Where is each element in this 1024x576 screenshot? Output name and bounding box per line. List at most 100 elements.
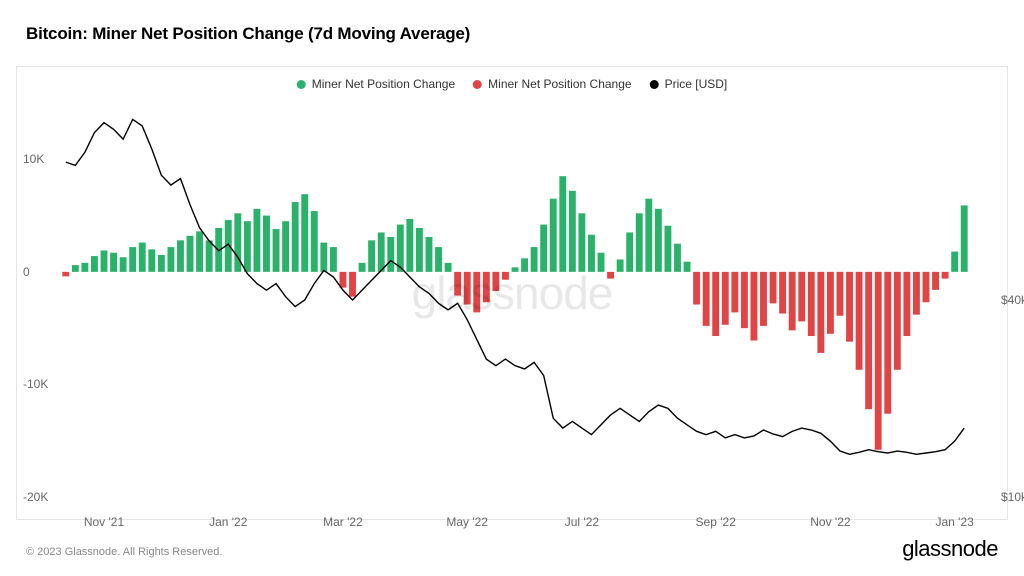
bar xyxy=(416,228,423,272)
bar xyxy=(340,272,347,288)
y-left-tick: 10K xyxy=(23,152,44,166)
bar xyxy=(712,272,719,336)
x-tick: Jan '22 xyxy=(209,515,247,529)
bar xyxy=(244,221,251,272)
bar xyxy=(731,272,738,313)
bar xyxy=(473,272,480,313)
bar xyxy=(645,199,652,272)
bar xyxy=(961,205,968,271)
bar xyxy=(234,213,241,272)
bar xyxy=(464,272,471,305)
x-tick: Sep '22 xyxy=(696,515,736,529)
brand-logo: glassnode xyxy=(902,536,998,562)
bar xyxy=(779,272,786,314)
plot-area: Miner Net Position Change Miner Net Posi… xyxy=(16,66,1008,520)
bar xyxy=(177,240,184,272)
bar xyxy=(655,209,662,272)
bar xyxy=(607,272,614,279)
bar xyxy=(282,221,289,272)
bar xyxy=(196,231,203,272)
bar xyxy=(703,272,710,326)
bar xyxy=(206,240,213,272)
bar xyxy=(492,272,499,291)
bar xyxy=(273,229,280,272)
bar xyxy=(569,191,576,272)
bar xyxy=(512,267,519,272)
x-tick: Nov '22 xyxy=(810,515,850,529)
bar xyxy=(167,247,174,272)
y-left-tick: 0 xyxy=(23,265,30,279)
bar xyxy=(837,272,844,316)
bar xyxy=(320,243,327,272)
bar xyxy=(951,252,958,272)
bar xyxy=(674,244,681,272)
bar xyxy=(741,272,748,328)
bar xyxy=(617,259,624,271)
bar xyxy=(913,272,920,315)
bar xyxy=(817,272,824,353)
bar xyxy=(254,209,261,272)
chart-title: Bitcoin: Miner Net Position Change (7d M… xyxy=(26,24,470,44)
bar xyxy=(406,219,413,272)
bar xyxy=(578,213,585,272)
bar xyxy=(187,236,194,272)
bar xyxy=(722,272,729,325)
bar xyxy=(760,272,767,326)
bar xyxy=(693,272,700,305)
bar xyxy=(875,272,882,450)
bar xyxy=(263,216,270,272)
x-tick: Jan '23 xyxy=(935,515,973,529)
bar xyxy=(903,272,910,336)
bar xyxy=(598,253,605,272)
bar xyxy=(139,243,146,272)
bar xyxy=(81,263,88,272)
bar xyxy=(540,225,547,272)
bar xyxy=(550,199,557,272)
y-right-tick: $10k xyxy=(1001,490,1024,504)
bar xyxy=(301,194,308,272)
bar xyxy=(91,256,98,272)
bar xyxy=(531,247,538,272)
bar xyxy=(483,272,490,302)
bar xyxy=(72,265,79,272)
bar xyxy=(368,240,375,272)
bar xyxy=(808,272,815,336)
bar xyxy=(751,272,758,341)
bar xyxy=(789,272,796,331)
bar xyxy=(120,257,127,272)
y-left-tick: -10K xyxy=(23,377,48,391)
y-right-tick: $40k xyxy=(1001,293,1024,307)
bar xyxy=(626,232,633,271)
bar xyxy=(636,213,643,272)
bar xyxy=(292,202,299,272)
bar xyxy=(942,272,949,279)
bar xyxy=(932,272,939,290)
bar xyxy=(426,237,433,272)
bar xyxy=(521,258,528,272)
bar xyxy=(62,272,69,277)
bar xyxy=(770,272,777,304)
bar xyxy=(110,253,117,272)
bar xyxy=(894,272,901,370)
bar xyxy=(559,176,566,272)
bar xyxy=(846,272,853,342)
bar xyxy=(884,272,891,414)
bar xyxy=(158,255,165,272)
x-tick: Jul '22 xyxy=(565,515,599,529)
bar xyxy=(445,263,452,272)
copyright: © 2023 Glassnode. All Rights Reserved. xyxy=(26,546,222,558)
bar xyxy=(798,272,805,322)
bar xyxy=(923,272,930,302)
bar xyxy=(454,272,461,296)
bar xyxy=(378,232,385,271)
bar xyxy=(865,272,872,409)
bar xyxy=(664,226,671,272)
bar xyxy=(129,247,136,272)
y-left-tick: -20K xyxy=(23,490,48,504)
bar xyxy=(588,235,595,272)
x-tick: May '22 xyxy=(446,515,488,529)
bar xyxy=(827,272,834,334)
bar xyxy=(684,262,691,272)
x-tick: Nov '21 xyxy=(84,515,124,529)
bar xyxy=(856,272,863,370)
